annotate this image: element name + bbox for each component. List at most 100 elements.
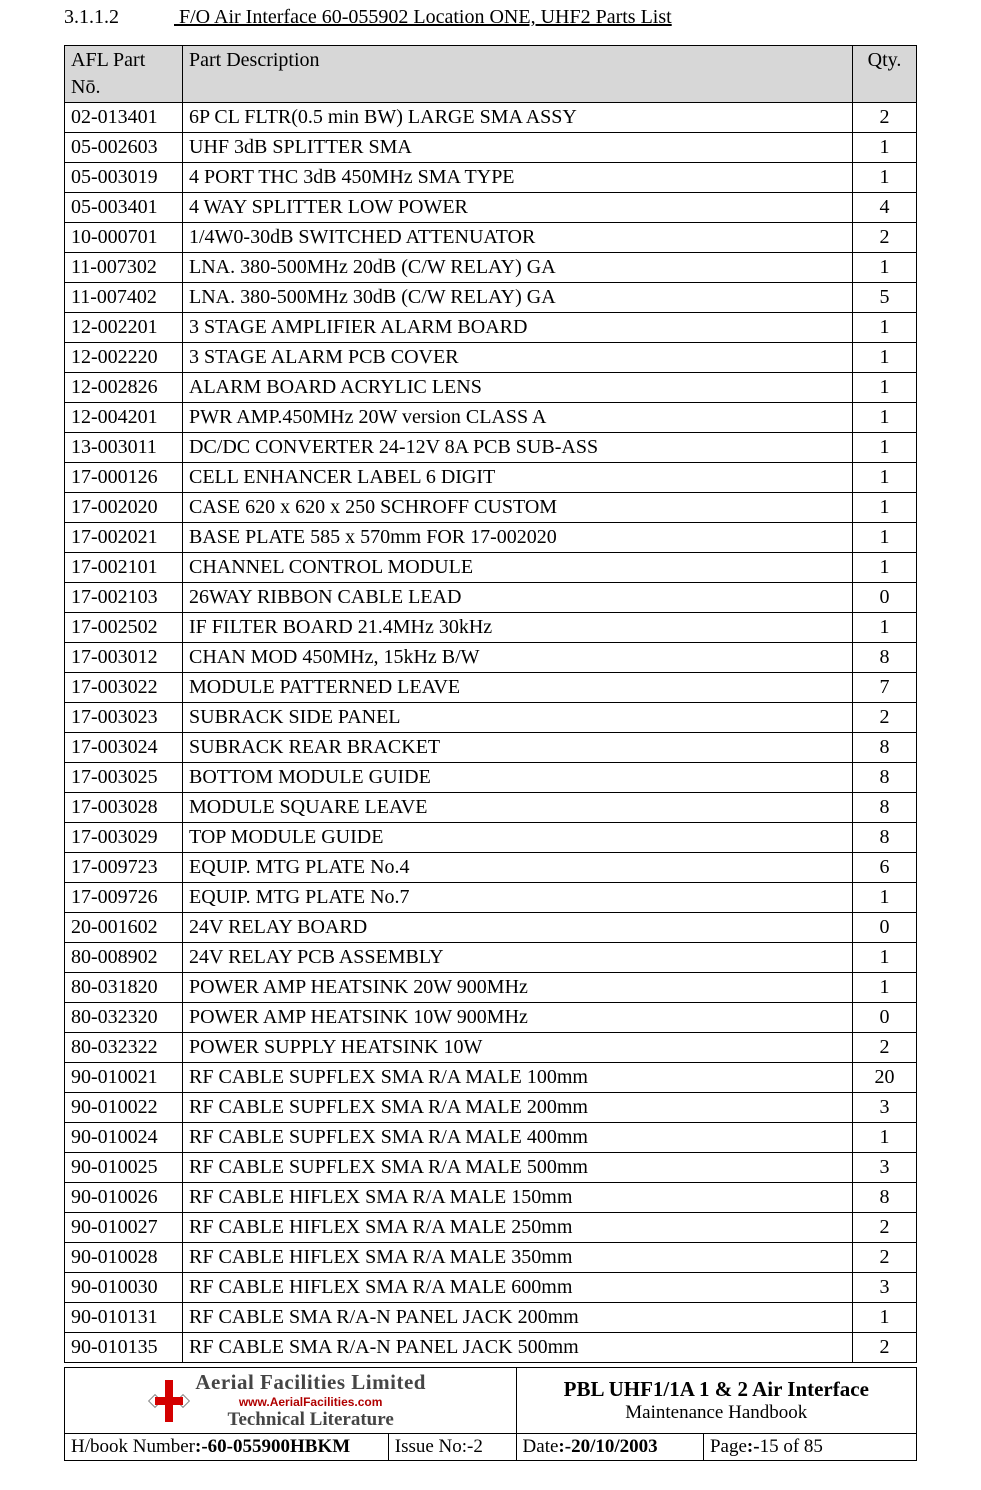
page-label: Page [710, 1436, 747, 1457]
table-row: 12-0022203 STAGE ALARM PCB COVER1 [65, 343, 917, 373]
page-sep: :- [747, 1436, 760, 1457]
doc-title: PBL UHF1/1A 1 & 2 Air Interface [523, 1377, 910, 1402]
cell-qty: 2 [853, 1333, 917, 1363]
cell-description: EQUIP. MTG PLATE No.4 [183, 853, 853, 883]
cell-description: RF CABLE SUPFLEX SMA R/A MALE 500mm [183, 1153, 853, 1183]
footer-hbook: H/book Number:-60-055900HBKM [65, 1434, 389, 1461]
table-row: 17-009723EQUIP. MTG PLATE No.46 [65, 853, 917, 883]
cell-qty: 2 [853, 703, 917, 733]
table-row: 90-010027RF CABLE HIFLEX SMA R/A MALE 25… [65, 1213, 917, 1243]
cell-description: DC/DC CONVERTER 24-12V 8A PCB SUB-ASS [183, 433, 853, 463]
cell-qty: 1 [853, 373, 917, 403]
issue-value: 2 [473, 1436, 483, 1457]
cell-description: SUBRACK SIDE PANEL [183, 703, 853, 733]
cell-partno: 90-010022 [65, 1093, 183, 1123]
table-row: 17-00210326WAY RIBBON CABLE LEAD0 [65, 583, 917, 613]
cell-description: RF CABLE HIFLEX SMA R/A MALE 350mm [183, 1243, 853, 1273]
cell-description: CHAN MOD 450MHz, 15kHz B/W [183, 643, 853, 673]
parts-table: AFL Part Nō. Part Description Qty. 02-01… [64, 45, 917, 1363]
cell-description: PWR AMP.450MHz 20W version CLASS A [183, 403, 853, 433]
cell-qty: 1 [853, 463, 917, 493]
cell-qty: 1 [853, 1303, 917, 1333]
hbook-value: :-60-055900HBKM [195, 1436, 350, 1457]
table-row: 17-003012CHAN MOD 450MHz, 15kHz B/W8 [65, 643, 917, 673]
cell-description: CASE 620 x 620 x 250 SCHROFF CUSTOM [183, 493, 853, 523]
cell-description: 26WAY RIBBON CABLE LEAD [183, 583, 853, 613]
table-row: 80-031820POWER AMP HEATSINK 20W 900MHz1 [65, 973, 917, 1003]
table-row: 05-002603UHF 3dB SPLITTER SMA1 [65, 133, 917, 163]
cell-qty: 1 [853, 133, 917, 163]
section-number: 3.1.1.2 [64, 6, 174, 29]
cell-description: 3 STAGE ALARM PCB COVER [183, 343, 853, 373]
cell-partno: 17-003022 [65, 673, 183, 703]
table-row: 80-032320POWER AMP HEATSINK 10W 900MHz0 [65, 1003, 917, 1033]
cell-description: BASE PLATE 585 x 570mm FOR 17-002020 [183, 523, 853, 553]
cell-partno: 90-010028 [65, 1243, 183, 1273]
table-row: 11-007302LNA. 380-500MHz 20dB (C/W RELAY… [65, 253, 917, 283]
cell-description: RF CABLE SUPFLEX SMA R/A MALE 400mm [183, 1123, 853, 1153]
cell-qty: 6 [853, 853, 917, 883]
cell-description: 1/4W0-30dB SWITCHED ATTENUATOR [183, 223, 853, 253]
cell-partno: 05-002603 [65, 133, 183, 163]
cell-partno: 17-009726 [65, 883, 183, 913]
cell-qty: 7 [853, 673, 917, 703]
cell-partno: 17-003012 [65, 643, 183, 673]
cell-description: POWER AMP HEATSINK 10W 900MHz [183, 1003, 853, 1033]
col-header-partno: AFL Part Nō. [65, 46, 183, 103]
cell-qty: 1 [853, 343, 917, 373]
table-row: 02-0134016P CL FLTR(0.5 min BW) LARGE SM… [65, 103, 917, 133]
cell-description: CHANNEL CONTROL MODULE [183, 553, 853, 583]
hbook-label: H/book Number [71, 1436, 195, 1457]
cell-partno: 12-002220 [65, 343, 183, 373]
cell-description: LNA. 380-500MHz 20dB (C/W RELAY) GA [183, 253, 853, 283]
cell-qty: 1 [853, 523, 917, 553]
col-header-qty: Qty. [853, 46, 917, 103]
cell-description: LNA. 380-500MHz 30dB (C/W RELAY) GA [183, 283, 853, 313]
page-number: 15 of 85 [760, 1436, 823, 1457]
cell-qty: 1 [853, 433, 917, 463]
cell-partno: 90-010024 [65, 1123, 183, 1153]
cell-partno: 11-007302 [65, 253, 183, 283]
cell-qty: 1 [853, 253, 917, 283]
table-row: 13-003011DC/DC CONVERTER 24-12V 8A PCB S… [65, 433, 917, 463]
cell-description: MODULE SQUARE LEAVE [183, 793, 853, 823]
cell-qty: 2 [853, 1033, 917, 1063]
cell-partno: 90-010135 [65, 1333, 183, 1363]
cell-description: RF CABLE SUPFLEX SMA R/A MALE 100mm [183, 1063, 853, 1093]
cell-qty: 1 [853, 943, 917, 973]
cell-partno: 17-003025 [65, 763, 183, 793]
cell-description: MODULE PATTERNED LEAVE [183, 673, 853, 703]
table-row: 17-003025BOTTOM MODULE GUIDE8 [65, 763, 917, 793]
cell-partno: 90-010027 [65, 1213, 183, 1243]
cell-partno: 20-001602 [65, 913, 183, 943]
cell-description: RF CABLE HIFLEX SMA R/A MALE 600mm [183, 1273, 853, 1303]
cell-description: 4 WAY SPLITTER LOW POWER [183, 193, 853, 223]
cell-qty: 1 [853, 613, 917, 643]
table-row: 17-002021BASE PLATE 585 x 570mm FOR 17-0… [65, 523, 917, 553]
cell-description: RF CABLE SMA R/A-N PANEL JACK 500mm [183, 1333, 853, 1363]
cell-description: TOP MODULE GUIDE [183, 823, 853, 853]
table-row: 17-003022MODULE PATTERNED LEAVE7 [65, 673, 917, 703]
cell-qty: 20 [853, 1063, 917, 1093]
cell-partno: 17-002103 [65, 583, 183, 613]
cell-description: CELL ENHANCER LABEL 6 DIGIT [183, 463, 853, 493]
table-row: 90-010025RF CABLE SUPFLEX SMA R/A MALE 5… [65, 1153, 917, 1183]
company-logo-icon [155, 1380, 183, 1422]
cell-partno: 17-002502 [65, 613, 183, 643]
cell-qty: 2 [853, 223, 917, 253]
cell-qty: 8 [853, 763, 917, 793]
cell-partno: 02-013401 [65, 103, 183, 133]
cell-description: 4 PORT THC 3dB 450MHz SMA TYPE [183, 163, 853, 193]
table-row: 12-0022013 STAGE AMPLIFIER ALARM BOARD1 [65, 313, 917, 343]
cell-description: 24V RELAY PCB ASSEMBLY [183, 943, 853, 973]
cell-description: EQUIP. MTG PLATE No.7 [183, 883, 853, 913]
cell-qty: 2 [853, 103, 917, 133]
section-title-text: F/O Air Interface 60-055902 Location ONE… [179, 6, 672, 28]
table-row: 17-002101CHANNEL CONTROL MODULE1 [65, 553, 917, 583]
cell-partno: 11-007402 [65, 283, 183, 313]
cell-qty: 1 [853, 313, 917, 343]
cell-partno: 90-010021 [65, 1063, 183, 1093]
col-header-description: Part Description [183, 46, 853, 103]
cell-description: UHF 3dB SPLITTER SMA [183, 133, 853, 163]
cell-partno: 05-003401 [65, 193, 183, 223]
